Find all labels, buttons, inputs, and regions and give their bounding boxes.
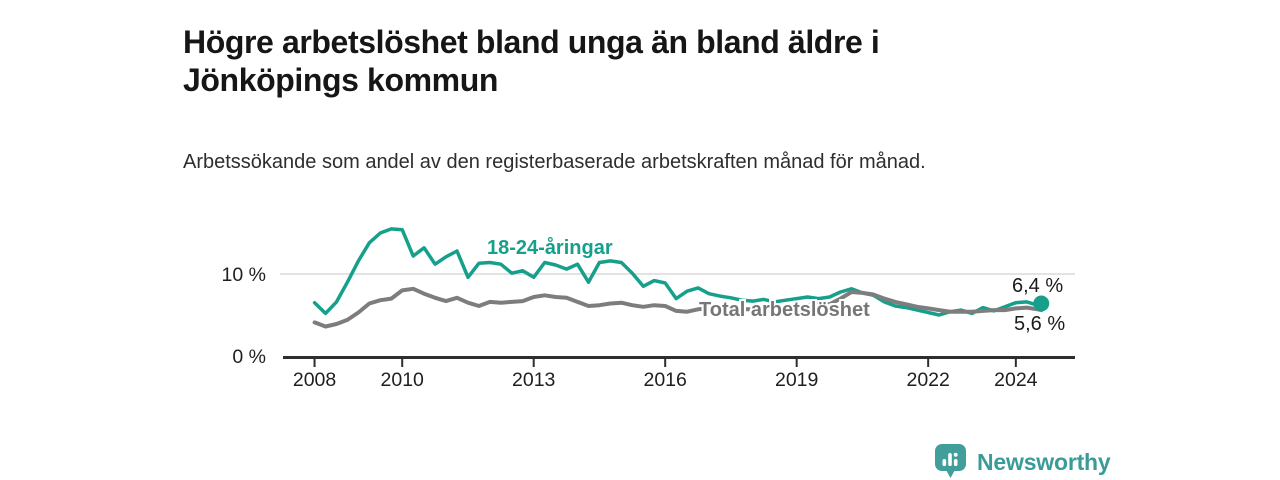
y-tick-label: 10 % [222,264,266,286]
end-value-total: 5,6 % [1014,313,1066,335]
x-tick-label: 2008 [293,369,336,391]
series-line-youth [312,227,1044,317]
x-tick-label: 2022 [906,369,949,391]
page-title: Högre arbetslöshet bland unga än bland ä… [183,24,880,99]
newsworthy-chart-bubble-icon [935,444,966,478]
series-line-total [312,286,1044,329]
y-tick-label: 0 % [232,346,266,368]
end-value-youth: 6,4 % [1012,275,1064,297]
series-label-youth: 18-24-åringar [487,237,613,259]
brand-wordmark: Newsworthy [977,448,1111,475]
newsworthy-logo: Newsworthy [934,443,1111,480]
x-tick-label: 2010 [381,369,425,391]
x-tick-label: 2024 [994,369,1038,391]
series-end-dot [1033,295,1050,312]
x-tick-label: 2019 [775,369,818,391]
series-label-total: Total arbetslöshet [699,299,870,321]
x-tick-label: 2016 [643,369,686,391]
page-subtitle: Arbetssökande som andel av den registerb… [183,151,926,173]
x-tick-label: 2013 [512,369,555,391]
